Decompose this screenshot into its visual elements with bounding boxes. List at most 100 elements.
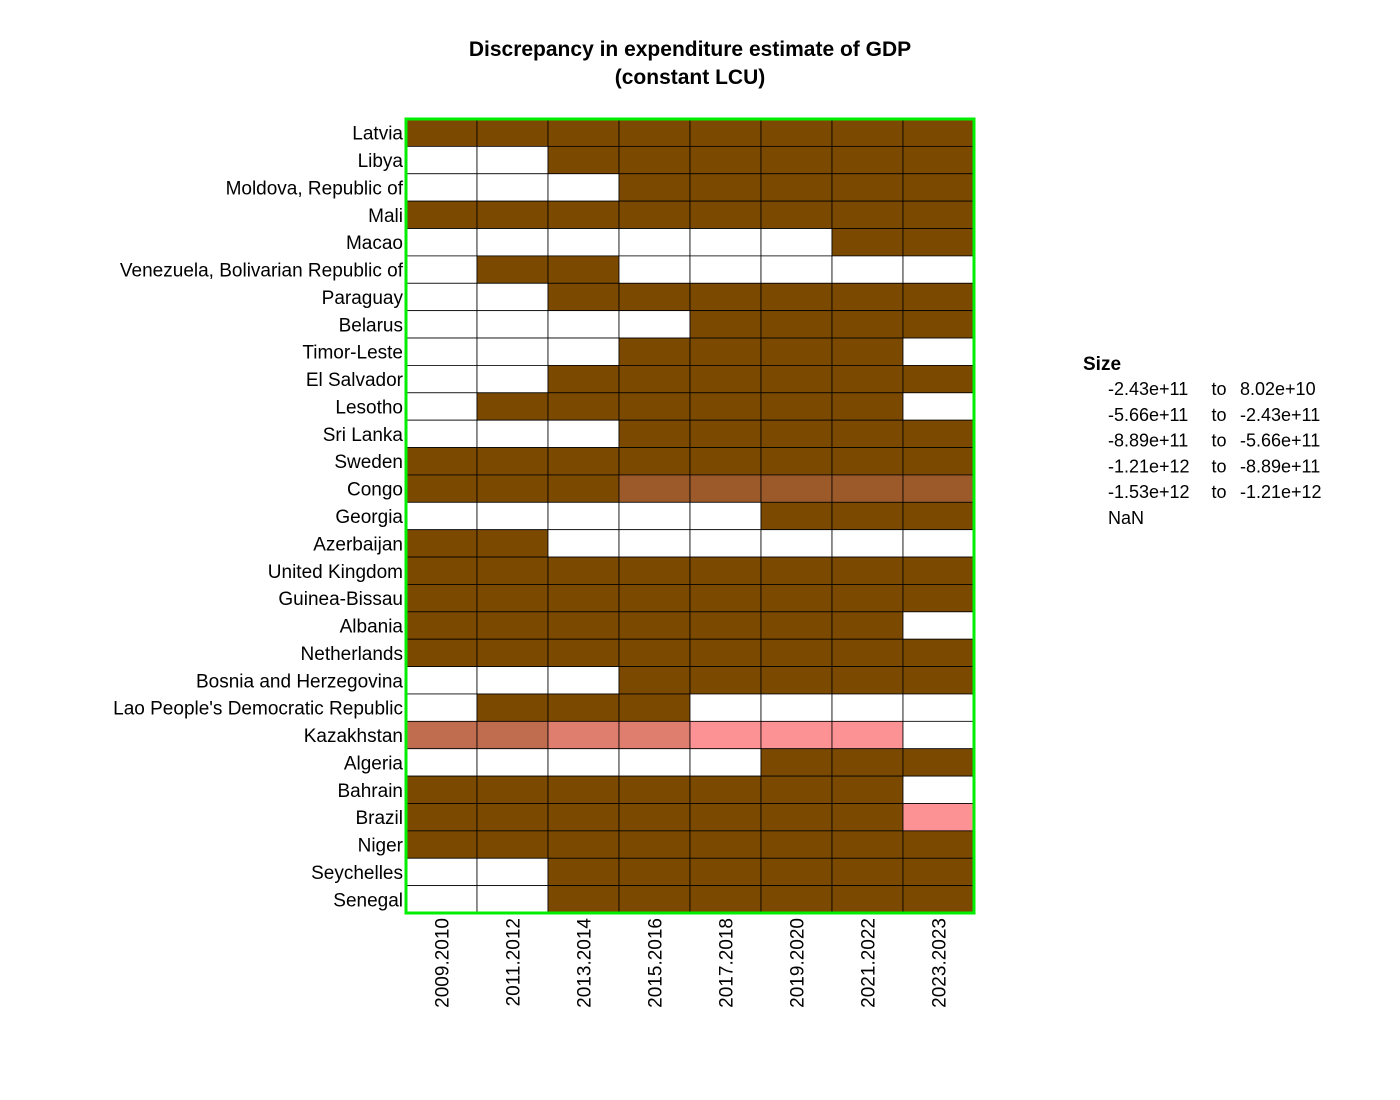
- heatmap-cell: [405, 145, 478, 175]
- heatmap-cell: [618, 145, 691, 175]
- heatmap-cell: [831, 556, 904, 585]
- heatmap-cell: [689, 118, 762, 147]
- heatmap-cell: [902, 501, 975, 531]
- heatmap-cell: [689, 365, 762, 394]
- heatmap-cell: [618, 200, 691, 229]
- heatmap-cell: [547, 556, 620, 585]
- legend-to: 8.02e+10: [1240, 379, 1316, 399]
- heatmap-cell: [831, 693, 904, 722]
- heatmap-cell: [902, 638, 975, 667]
- heatmap-cell: [547, 803, 620, 832]
- heatmap-cell: [618, 830, 691, 859]
- heatmap-cells: [405, 118, 975, 914]
- column-label: 2017.2018: [717, 918, 738, 1008]
- legend-from: -5.66e+11: [1108, 405, 1188, 425]
- heatmap-cell: [476, 584, 549, 613]
- heatmap-cell: [689, 830, 762, 859]
- heatmap-cell: [476, 474, 549, 503]
- heatmap-cell: [405, 337, 478, 366]
- heatmap-cell: [902, 419, 975, 448]
- heatmap-cell: [547, 611, 620, 640]
- heatmap-cell: [405, 501, 478, 531]
- heatmap-cell: [760, 748, 833, 777]
- legend-to: -8.89e+11: [1240, 456, 1320, 476]
- heatmap-cell: [689, 720, 762, 750]
- heatmap-cell: [689, 584, 762, 613]
- heatmap-cell: [618, 693, 691, 722]
- heatmap-cell: [547, 145, 620, 175]
- heatmap-cell: [831, 748, 904, 777]
- legend-from: -2.43e+11: [1108, 379, 1188, 399]
- heatmap-cell: [689, 392, 762, 421]
- heatmap-cell: [689, 419, 762, 448]
- heatmap-cell: [547, 392, 620, 421]
- heatmap-cell: [618, 611, 691, 640]
- heatmap-cell: [618, 857, 691, 887]
- chart-title: Discrepancy in expenditure estimate of G…: [469, 38, 911, 61]
- heatmap-cell: [902, 529, 975, 558]
- heatmap-cell: [902, 885, 975, 914]
- heatmap-cell: [618, 419, 691, 448]
- heatmap-cell: [902, 611, 975, 640]
- heatmap-cell: [689, 803, 762, 832]
- heatmap-cell: [476, 200, 549, 229]
- heatmap-cell: [405, 365, 478, 394]
- heatmap-cell: [902, 857, 975, 887]
- heatmap-cell: [547, 501, 620, 531]
- heatmap-cell: [760, 255, 833, 284]
- heatmap-cell: [689, 173, 762, 202]
- heatmap-cell: [405, 474, 478, 503]
- heatmap-cell: [476, 419, 549, 448]
- heatmap-cell: [476, 310, 549, 339]
- heatmap-cell: [760, 282, 833, 312]
- heatmap-cell: [476, 365, 549, 394]
- heatmap-cell: [831, 228, 904, 257]
- column-label: 2023.2023: [930, 918, 951, 1008]
- row-label: Brazil: [355, 808, 403, 829]
- heatmap-cell: [618, 803, 691, 832]
- heatmap-cell: [618, 638, 691, 667]
- legend-from: -1.21e+12: [1108, 456, 1190, 476]
- heatmap-cell: [476, 145, 549, 175]
- heatmap-cell: [689, 775, 762, 804]
- heatmap-cell: [689, 447, 762, 476]
- heatmap-cell: [476, 529, 549, 558]
- heatmap-cell: [405, 803, 478, 832]
- chart-subtitle: (constant LCU): [615, 66, 766, 89]
- heatmap-cell: [476, 748, 549, 777]
- heatmap-cell: [618, 447, 691, 476]
- heatmap-cell: [547, 720, 620, 750]
- heatmap-cell: [902, 803, 975, 832]
- heatmap-cell: [476, 556, 549, 585]
- heatmap-cell: [405, 638, 478, 667]
- heatmap-cell: [760, 803, 833, 832]
- heatmap-cell: [760, 693, 833, 722]
- heatmap-cell: [760, 666, 833, 695]
- heatmap-cell: [831, 857, 904, 887]
- heatmap-cell: [831, 474, 904, 503]
- heatmap-cell: [902, 282, 975, 312]
- heatmap-cell: [405, 830, 478, 859]
- heatmap-cell: [547, 173, 620, 202]
- heatmap-cell: [405, 885, 478, 914]
- heatmap-cell: [405, 228, 478, 257]
- heatmap-cell: [760, 638, 833, 667]
- row-label: Seychelles: [311, 863, 403, 884]
- heatmap-cell: [760, 529, 833, 558]
- row-label: Macao: [346, 233, 403, 254]
- heatmap-cell: [760, 584, 833, 613]
- heatmap-cell: [831, 638, 904, 667]
- column-label: 2013.2014: [575, 918, 596, 1008]
- heatmap-cell: [476, 611, 549, 640]
- heatmap-cell: [618, 392, 691, 421]
- row-label: Libya: [358, 151, 404, 172]
- heatmap-cell: [902, 118, 975, 147]
- legend-sep: to: [1211, 431, 1226, 451]
- heatmap-cell: [547, 447, 620, 476]
- heatmap-cell: [618, 228, 691, 257]
- heatmap-cell: [760, 365, 833, 394]
- heatmap-cell: [476, 830, 549, 859]
- heatmap-cell: [618, 474, 691, 503]
- heatmap-cell: [902, 392, 975, 421]
